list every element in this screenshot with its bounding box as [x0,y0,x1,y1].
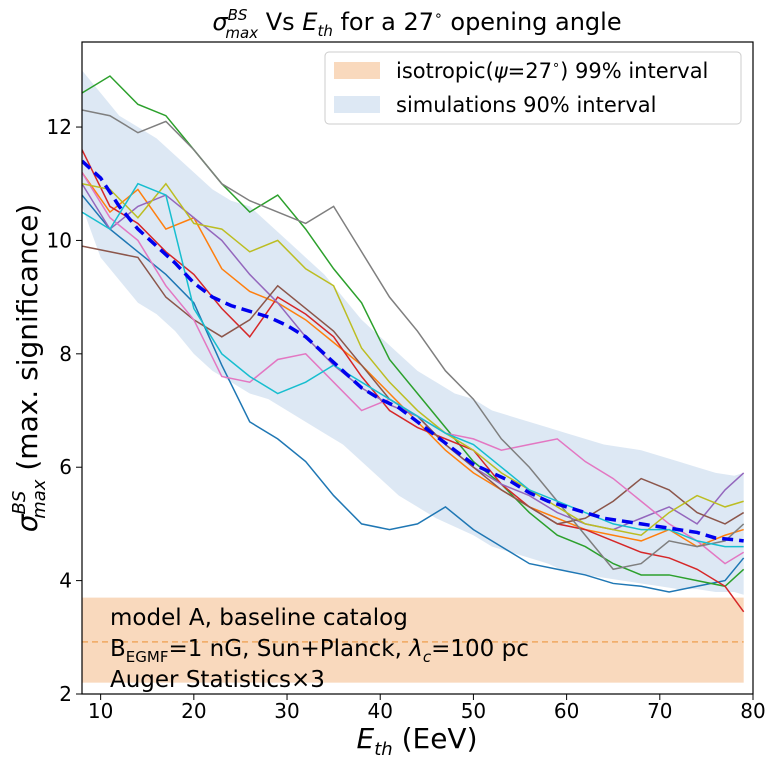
axis-ticks: 10 20 30 40 50 60 70 80 2 4 6 8 10 12 [47,115,766,723]
legend-label-simulations: simulations 90% interval [396,93,657,117]
legend: isotropic(ψ=27∘) 99% interval simulation… [324,51,742,125]
simulation-band [82,70,744,595]
y-tick-label: 2 [59,682,72,706]
x-tick-label: 60 [554,699,579,723]
median-line-layer [82,159,744,543]
isotropic-band-layer [82,597,744,683]
x-tick-label: 40 [367,699,392,723]
realization-line-4 [82,149,745,613]
y-tick-label: 8 [59,342,72,366]
y-tick-label: 4 [59,569,72,593]
x-tick-label: 10 [88,699,113,723]
realization-line-9 [82,182,744,537]
y-tick-label: 12 [47,115,72,139]
realization-line-10 [82,182,744,548]
median-line [82,159,744,543]
annotation-line-1: model A, baseline catalog [110,605,408,631]
realization-lines-layer [82,75,745,613]
legend-frame [324,51,742,125]
y-tick-label: 6 [59,455,72,479]
x-tick-label: 50 [461,699,486,723]
x-tick-label: 30 [274,699,299,723]
x-axis-label: Eth (EeV) [357,722,478,760]
legend-swatch-isotropic [334,62,380,79]
chart-title: σBS max Vs Eth for a 27∘ opening angle [212,6,621,42]
x-tick-label: 80 [740,699,765,723]
x-tick-label: 70 [647,699,672,723]
legend-label-isotropic: isotropic(ψ=27∘) 99% interval [396,58,708,83]
simulation-band-layer [82,70,744,595]
annotation-line-2: BEGMF=1 nG, Sun+Planck, λc=100 pc [110,636,529,666]
axes-frame [81,41,754,695]
plot-area [82,70,745,683]
y-axis-label: σBSmax (max. significance) [9,204,50,533]
realization-line-1 [82,194,745,593]
model-annotation: model A, baseline catalog BEGMF=1 nG, Su… [110,605,529,693]
legend-swatch-simulations [334,96,380,113]
annotation-line-3: Auger Statistics×3 [110,667,325,693]
x-tick-label: 20 [181,699,206,723]
isotropic-band [82,597,744,683]
y-tick-label: 10 [47,228,72,252]
realization-line-8 [82,109,745,571]
